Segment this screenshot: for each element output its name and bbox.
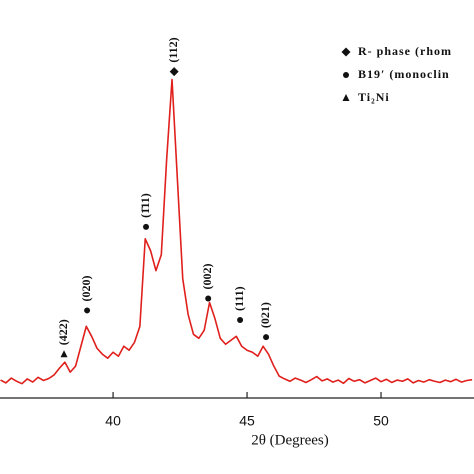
legend-marker bbox=[343, 72, 349, 78]
peak-label: (1̄11) bbox=[138, 193, 152, 218]
peak-marker bbox=[60, 350, 68, 358]
peak-label: (422) bbox=[56, 319, 70, 345]
peak-marker bbox=[205, 295, 212, 302]
peak-marker bbox=[263, 334, 270, 341]
peak-label: (002) bbox=[200, 264, 214, 290]
peak-marker bbox=[84, 307, 91, 314]
legend-label: B19′ (monoclin bbox=[358, 67, 450, 81]
legend-marker bbox=[342, 94, 350, 101]
legend-label: R- phase (rhom bbox=[358, 44, 452, 58]
legend-label: Ti₂Ni bbox=[358, 90, 390, 104]
peak-label: (021) bbox=[258, 302, 272, 328]
peak-label: (020) bbox=[79, 275, 93, 301]
legend-marker bbox=[341, 47, 351, 57]
x-tick-label: 45 bbox=[239, 413, 255, 429]
x-tick-label: 40 bbox=[105, 413, 121, 429]
peak-marker bbox=[169, 67, 179, 77]
peak-marker bbox=[237, 316, 244, 323]
x-axis-title: 2θ (Degrees) bbox=[251, 432, 329, 448]
data-line bbox=[0, 78, 473, 385]
peak-marker bbox=[143, 223, 150, 230]
peak-label: (111) bbox=[232, 286, 246, 311]
peak-label: (112) bbox=[166, 37, 180, 62]
x-tick-label: 50 bbox=[373, 413, 389, 429]
